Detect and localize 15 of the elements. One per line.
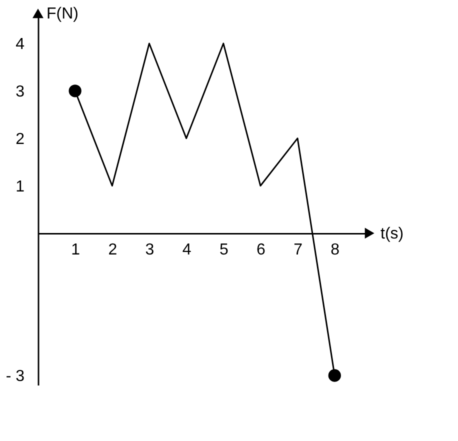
x-tick-label: 8 xyxy=(330,242,340,259)
x-tick-label: 2 xyxy=(108,242,118,259)
x-tick-label: 6 xyxy=(256,242,266,259)
y-tick-label: - 3 xyxy=(6,368,25,386)
x-tick-label: 3 xyxy=(145,242,154,259)
y-tick-label: 1 xyxy=(16,178,25,196)
y-axis-title: F(N) xyxy=(46,6,78,22)
y-tick-label: 2 xyxy=(16,130,25,148)
x-tick-label: 4 xyxy=(182,242,192,259)
x-axis-title: t(s) xyxy=(380,226,404,243)
x-tick-label: 5 xyxy=(219,242,228,259)
x-tick-label: 7 xyxy=(294,242,303,259)
y-tick-label: 3 xyxy=(16,83,25,100)
y-tick-label: 4 xyxy=(16,36,25,53)
x-tick-label: 1 xyxy=(71,242,80,259)
